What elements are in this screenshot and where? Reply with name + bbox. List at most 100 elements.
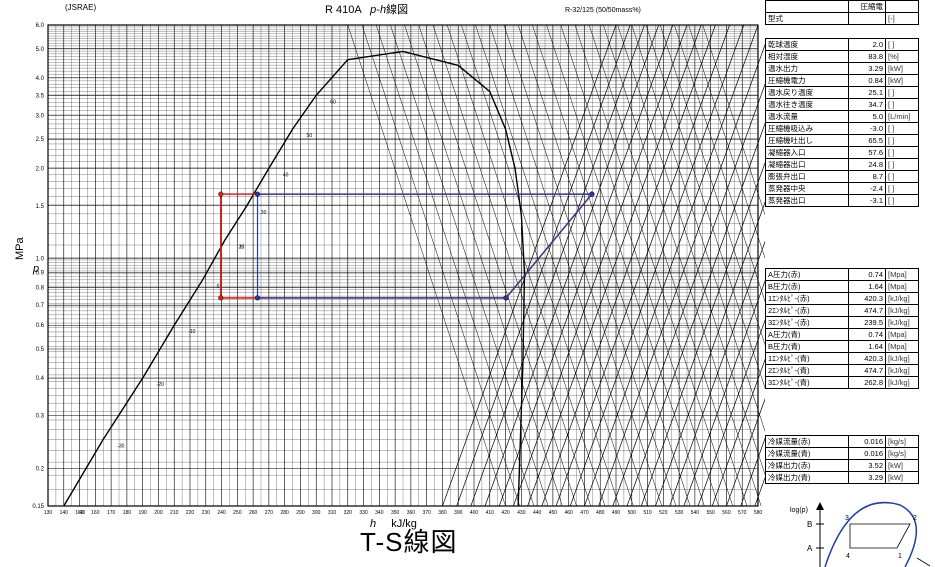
state-label: B圧力(赤)	[765, 280, 849, 293]
params-panel-top: 圧縮電 型式 [-]	[765, 0, 919, 25]
xlabel-symbol: h	[370, 518, 376, 530]
x-tick-label: 570	[738, 510, 747, 516]
flow-value: 0.016	[848, 447, 886, 460]
x-tick-label: 220	[186, 510, 195, 516]
y-tick-label: 0.6	[36, 323, 45, 329]
isentrope-line	[390, 24, 549, 507]
x-tick-label: 460	[564, 510, 573, 516]
condition-unit: [ ]	[885, 134, 919, 147]
panel-top-unit: [-]	[885, 12, 919, 25]
x-tick-label: 330	[359, 510, 368, 516]
isentrope-line	[546, 24, 705, 507]
condition-value: -3.1	[848, 194, 886, 207]
condition-unit: [kW]	[885, 62, 919, 75]
condition-label: 凝縮器出口	[765, 158, 849, 171]
x-tick-label: 480	[596, 510, 605, 516]
condition-row: 温水戻り温度 25.1[ ]	[765, 86, 919, 99]
inset-label-b: B	[807, 520, 812, 529]
inset-label-a: A	[807, 544, 813, 553]
flow-value: 3.29	[848, 471, 886, 484]
inset-point-3: 3	[845, 515, 849, 522]
y-tick-label: 0.15	[32, 504, 44, 510]
condition-row: 圧縮機吐出し 65.5[ ]	[765, 134, 919, 147]
ylabel-unit: MPa	[14, 237, 26, 261]
y-tick-label: 3.0	[36, 113, 45, 119]
vapor-isotherm-line	[470, 24, 645, 507]
inset-cycle	[849, 523, 911, 549]
chart-grid	[47, 24, 759, 507]
panel-top-unit	[885, 0, 919, 13]
condition-row: 温水往き温度 34.7[ ]	[765, 98, 919, 111]
state-value: 0.74	[848, 268, 886, 281]
y-tick-label: 0.2	[36, 466, 45, 472]
isentrope-line	[702, 24, 765, 216]
header-chart-p: p	[369, 4, 376, 16]
condition-unit: [%]	[885, 50, 919, 63]
xlabel-unit: kJ/kg	[391, 518, 417, 530]
panel-top-value	[848, 12, 886, 25]
isentrope-line	[532, 24, 691, 507]
y-tick-label: 0.9	[36, 270, 45, 276]
state-value: 1.64	[848, 280, 886, 293]
xlabel: h kJ/kg	[370, 518, 417, 530]
cycle-point-青	[254, 295, 261, 301]
state-value: 1.64	[848, 340, 886, 353]
isentrope-line	[432, 24, 591, 507]
condition-row: 圧縮機電力 0.84 [kW]	[765, 74, 919, 87]
x-tick-label: 340	[375, 510, 384, 516]
x-tick-label: 410	[486, 510, 495, 516]
state-row: B圧力(青) 1.64 [Mpa]	[765, 340, 919, 353]
header-chart-h: h	[380, 4, 386, 16]
x-tick-label: 320	[344, 510, 353, 516]
state-label: 3ｴﾝﾀﾙﾋﾟ-(青)	[765, 376, 849, 389]
condition-row: 蒸発器出口 -3.1[ ]	[765, 194, 919, 207]
vapor-isotherm-line	[669, 240, 765, 507]
vapor-isotherm-line	[612, 83, 765, 507]
isentrope-line	[347, 24, 506, 507]
temperature-label: 20	[239, 244, 245, 250]
x-tick-label: 140	[60, 510, 69, 516]
x-tick-label: 130	[44, 510, 53, 516]
condition-value: 83.8	[848, 50, 886, 63]
x-tick-label: 560	[722, 510, 731, 516]
condition-label: 乾球温度	[765, 38, 849, 51]
state-row: 3ｴﾝﾀﾙﾋﾟ-(赤) 239.5 [kJ/kg]	[765, 316, 919, 329]
state-row: 1ｴﾝﾀﾙﾋﾟ-(青) 420.3 [kJ/kg]	[765, 352, 919, 365]
flow-label: 冷媒出力(赤)	[765, 459, 849, 472]
vapor-isotherm-line	[555, 24, 730, 507]
state-row: A圧力(青) 0.74 [Mpa]	[765, 328, 919, 341]
state-row: B圧力(赤) 1.64 [Mpa]	[765, 280, 919, 293]
x-tick-label: 240	[217, 510, 226, 516]
state-unit: [Mpa]	[885, 280, 919, 293]
condition-unit: [ ]	[885, 86, 919, 99]
flow-value: 0.016	[848, 435, 886, 448]
condition-label: 温水戻り温度	[765, 86, 849, 99]
y-tick-label: 0.4	[36, 376, 45, 382]
condition-row: 蒸発器中央 -2.4[ ]	[765, 182, 919, 195]
state-unit: [Mpa]	[885, 340, 919, 353]
state-unit: [Mpa]	[885, 268, 919, 281]
state-unit: [kJ/kg]	[885, 316, 919, 329]
flow-value: 3.52	[848, 459, 886, 472]
x-tick-label: 260	[249, 510, 258, 516]
x-tick-label: 530	[675, 510, 684, 516]
x-tick-label: 300	[312, 510, 321, 516]
temperature-label: 50	[307, 133, 313, 139]
x-tick-label: 470	[580, 510, 589, 516]
x-tick-label: 430	[517, 510, 526, 516]
state-row: 3ｴﾝﾀﾙﾋﾟ-(青) 262.8 [kJ/kg]	[765, 376, 919, 389]
temperature-label: 30	[261, 210, 267, 216]
temperature-label: 10	[239, 244, 245, 250]
panel-top-row: 型式 [-]	[765, 12, 919, 25]
condition-value: -3.0	[848, 122, 886, 135]
x-tick-label: 380	[438, 510, 447, 516]
temperature-label: 40	[283, 172, 289, 178]
x-tick-label: 150	[75, 510, 84, 516]
isentrope-line	[659, 24, 765, 346]
panel-top-row: 圧縮電	[765, 0, 919, 13]
vapor-isotherm-line	[541, 24, 716, 507]
condition-label: 温水往き温度	[765, 98, 849, 111]
vapor-isotherm-line	[484, 24, 659, 507]
condition-unit: [ ]	[885, 146, 919, 159]
vapor-isotherm-line	[569, 24, 745, 507]
